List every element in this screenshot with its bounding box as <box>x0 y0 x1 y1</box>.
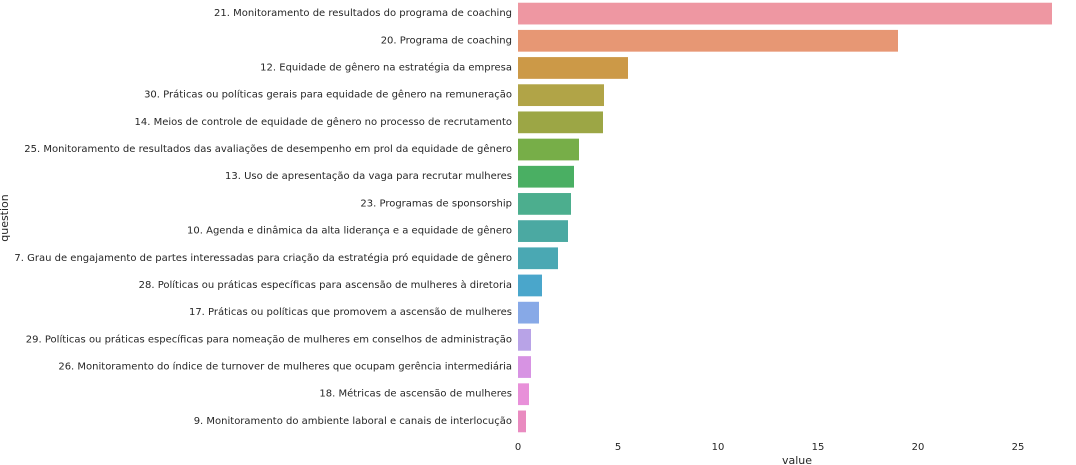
bars <box>518 2 1052 433</box>
bar-15 <box>518 383 529 406</box>
category-label-1: 21. Monitoramento de resultados do progr… <box>214 8 512 19</box>
x-axis-ticks: 0 5 10 15 20 25 <box>515 442 1025 453</box>
bar-5 <box>518 111 603 134</box>
y-axis-label: question <box>0 194 11 242</box>
category-label-4: 30. Práticas ou políticas gerais para eq… <box>144 89 512 101</box>
category-label-16: 9. Monitoramento do ambiente laboral e c… <box>194 416 512 427</box>
x-tick-label: 20 <box>912 442 925 453</box>
category-label-13: 29. Políticas ou práticas específicas pa… <box>26 333 512 345</box>
category-labels: 21. Monitoramento de resultados do progr… <box>14 8 512 427</box>
bar-13 <box>518 328 531 351</box>
x-tick-label: 10 <box>712 442 725 453</box>
category-label-8: 23. Programas de sponsorship <box>360 198 512 209</box>
x-tick-label: 25 <box>1012 442 1025 453</box>
category-label-14: 26. Monitoramento do índice de turnover … <box>58 361 512 373</box>
bar-8 <box>518 193 571 215</box>
category-label-15: 18. Métricas de ascensão de mulheres <box>319 388 512 400</box>
bar-4 <box>518 84 604 107</box>
x-tick-label: 0 <box>515 442 521 453</box>
category-label-9: 10. Agenda e dinâmica da alta liderança … <box>187 225 512 237</box>
category-label-2: 20. Programa de coaching <box>381 35 512 46</box>
category-label-10: 7. Grau de engajamento de partes interes… <box>14 252 512 264</box>
category-label-6: 25. Monitoramento de resultados das aval… <box>24 143 512 155</box>
category-label-12: 17. Práticas ou políticas que promovem a… <box>189 306 512 318</box>
bar-3 <box>518 57 628 79</box>
bar-16 <box>518 410 526 433</box>
category-label-5: 14. Meios de controle de equidade de gên… <box>135 116 512 128</box>
category-label-3: 12. Equidade de gênero na estratégia da … <box>260 61 512 73</box>
bar-14 <box>518 356 531 378</box>
x-tick-label: 15 <box>812 442 825 453</box>
bar-6 <box>518 138 579 161</box>
bar-12 <box>518 301 539 324</box>
bar-1 <box>518 2 1052 25</box>
bar-9 <box>518 220 568 242</box>
category-label-11: 28. Políticas ou práticas específicas pa… <box>139 279 512 291</box>
category-label-7: 13. Uso de apresentação da vaga para rec… <box>225 171 512 182</box>
bar-11 <box>518 274 542 297</box>
x-tick-label: 5 <box>615 442 621 453</box>
x-axis-label: value <box>782 454 812 465</box>
bar-2 <box>518 29 898 52</box>
bar-7 <box>518 165 574 188</box>
bar-10 <box>518 247 558 270</box>
